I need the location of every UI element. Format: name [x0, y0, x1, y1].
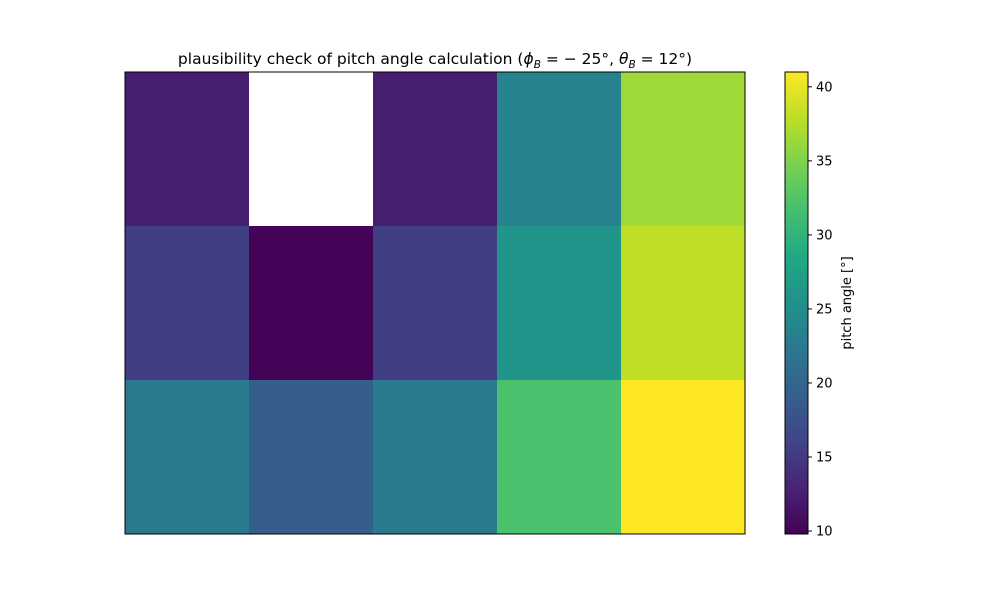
plot-frame: [124, 71, 746, 535]
heatmap-cell: [373, 226, 498, 381]
heatmap-cell: [621, 226, 746, 381]
heatmap-cell: [249, 226, 374, 381]
chart-title: plausibility check of pitch angle calcul…: [178, 50, 692, 71]
colorbar-gradient: [784, 71, 809, 535]
heatmap-cell: [373, 380, 498, 535]
heatmap-cell: [621, 72, 746, 227]
colorbar-tick-label: 20: [816, 376, 833, 391]
colorbar-tick-label: 40: [816, 80, 833, 95]
colorbar-tick-label: 35: [816, 154, 833, 169]
heatmap-cell: [249, 72, 374, 227]
heatmap-cell: [497, 380, 622, 535]
heatmap-cell: [373, 72, 498, 227]
heatmap-cells: [125, 72, 746, 535]
heatmap-cell: [249, 380, 374, 535]
heatmap-cell: [125, 72, 250, 227]
heatmap-cell: [125, 226, 250, 381]
colorbar-tick-label: 30: [816, 228, 833, 243]
heatmap-cell: [125, 380, 250, 535]
colorbar-label: pitch angle [°]: [840, 256, 855, 349]
colorbar-ticks: 10 15 20 25 30 35 40: [808, 80, 833, 540]
colorbar-tick-label: 10: [816, 525, 833, 540]
heatmap-cell: [621, 380, 746, 535]
heatmap-cell: [497, 226, 622, 381]
heatmap-cell: [497, 72, 622, 227]
colorbar-tick-label: 15: [816, 451, 833, 466]
colorbar: 10 15 20 25 30 35 40 pitch angle [°]: [784, 71, 855, 540]
colorbar-tick-label: 25: [816, 302, 833, 317]
